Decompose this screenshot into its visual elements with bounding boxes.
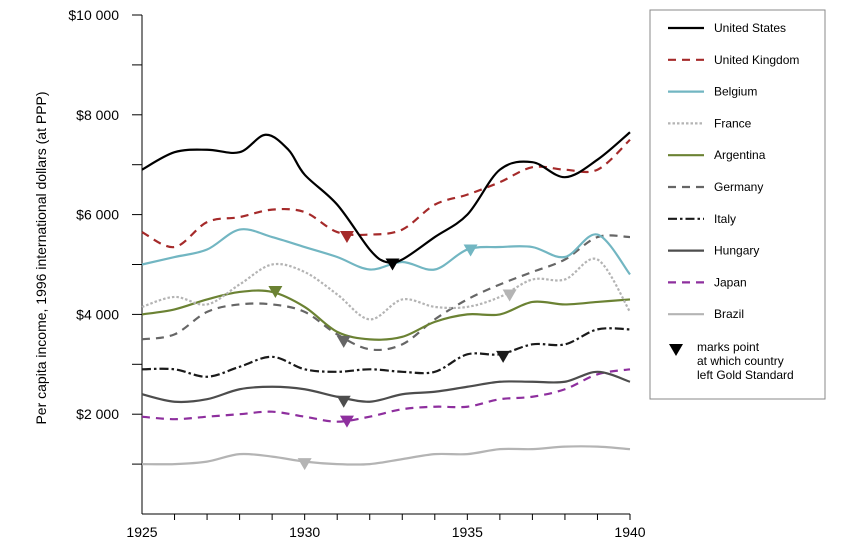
y-tick-label: $2 000 [76, 406, 119, 422]
legend-label-brazil: Brazil [714, 307, 744, 321]
legend-label-united-kingdom: United Kingdom [714, 53, 799, 67]
y-tick-label: $6 000 [76, 207, 119, 223]
legend: United States United Kingdom Belgium France… [649, 9, 826, 400]
x-tick-label: 1935 [452, 524, 483, 540]
gold-exit-marker-japan [339, 415, 354, 428]
gold-exit-markers [268, 231, 517, 471]
gold-exit-marker-germany [336, 335, 351, 348]
legend-label-france: France [714, 116, 752, 130]
gold-exit-marker-france [502, 289, 517, 302]
legend-marker-label: left Gold Standard [697, 368, 794, 382]
series-line-belgium [141, 228, 631, 276]
series-line-united-states [141, 131, 631, 265]
legend-label-italy: Italy [714, 212, 736, 226]
x-tick-label: 1940 [614, 524, 645, 540]
gold-exit-marker-united-kingdom [339, 231, 354, 244]
plot-area [141, 131, 631, 466]
gold-exit-marker-argentina [268, 285, 283, 298]
series-line-japan [141, 368, 631, 423]
series-line-hungary [141, 370, 631, 404]
y-axis-title: Per capita income, 1996 international do… [33, 91, 49, 424]
series-line-italy [141, 327, 631, 378]
y-tick-label: $10 000 [68, 7, 119, 23]
legend-label-united-states: United States [714, 21, 786, 35]
gold-exit-marker-belgium [463, 244, 478, 257]
legend-marker-label: at which country [697, 354, 784, 368]
legend-marker-label: marks point [697, 340, 760, 354]
y-tick-label: $4 000 [76, 306, 119, 322]
legend-label-germany: Germany [714, 180, 763, 194]
series-line-brazil [141, 445, 631, 466]
gold-exit-marker-italy [496, 350, 511, 363]
legend-box [649, 9, 826, 400]
series-line-france [141, 257, 631, 321]
gold-exit-marker-hungary [336, 395, 351, 408]
legend-label-argentina: Argentina [714, 148, 766, 162]
legend-label-japan: Japan [714, 275, 747, 289]
legend-marker-icon [669, 344, 683, 356]
x-tick-label: 1925 [126, 524, 157, 540]
series-line-germany [141, 234, 631, 352]
axes: $2 000 $4 000 $6 000 $8 000 $10 000 1925 1930 1… [33, 7, 646, 540]
legend-label-belgium: Belgium [714, 85, 757, 99]
gold-exit-marker-united-states [385, 258, 400, 271]
gold-exit-marker-brazil [297, 458, 312, 471]
series-line-united-kingdom [141, 138, 631, 249]
y-tick-label: $8 000 [76, 107, 119, 123]
series-line-argentina [141, 289, 631, 341]
x-tick-label: 1930 [289, 524, 320, 540]
legend-label-hungary: Hungary [714, 244, 759, 258]
